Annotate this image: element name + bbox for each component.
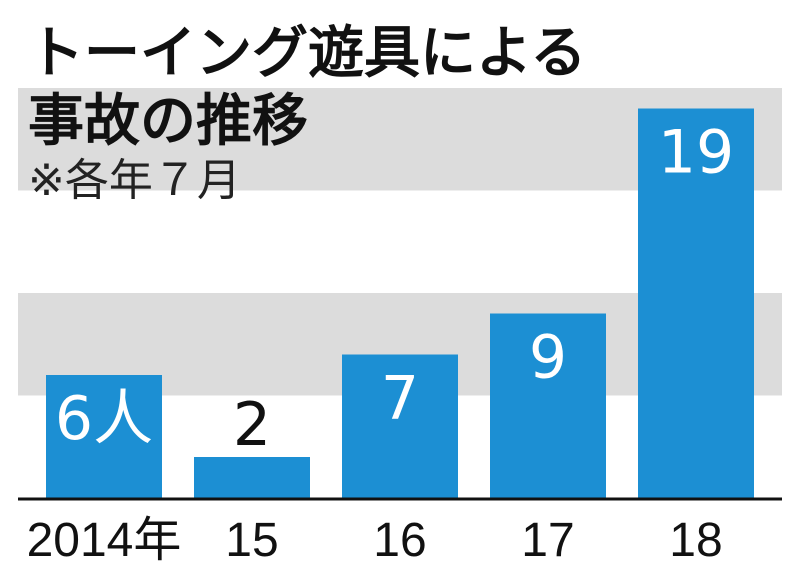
bar-1 [194, 457, 310, 498]
chart-subtitle: ※各年７月 [28, 155, 241, 206]
value-label-4: 19 [658, 118, 734, 188]
bars [46, 108, 754, 498]
bar-3 [490, 313, 606, 498]
title-line-1: トーイング遊具による [28, 21, 586, 86]
chart-title: トーイング遊具による 事故の推移 [28, 21, 586, 154]
value-labels: 6人 2 7 9 19 [55, 118, 734, 461]
x-tick-label-2: 16 [373, 514, 426, 567]
title-line-2: 事故の推移 [28, 89, 308, 154]
bar-0 [46, 375, 162, 498]
bar-2 [342, 354, 458, 498]
x-tick-labels: 2014年 15 16 17 18 [27, 514, 723, 567]
x-tick-label-3: 17 [521, 514, 574, 567]
x-tick-label-1: 15 [225, 514, 278, 567]
value-label-3: 9 [529, 323, 567, 393]
value-label-1: 2 [233, 390, 271, 460]
x-tick-label-0: 2014年 [27, 514, 182, 567]
value-label-0: 6人 [55, 384, 153, 454]
x-tick-label-4: 18 [669, 514, 722, 567]
bar-4 [638, 108, 754, 498]
value-label-2: 7 [381, 364, 419, 434]
